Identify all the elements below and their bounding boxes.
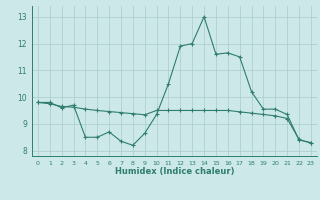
X-axis label: Humidex (Indice chaleur): Humidex (Indice chaleur) [115, 167, 234, 176]
